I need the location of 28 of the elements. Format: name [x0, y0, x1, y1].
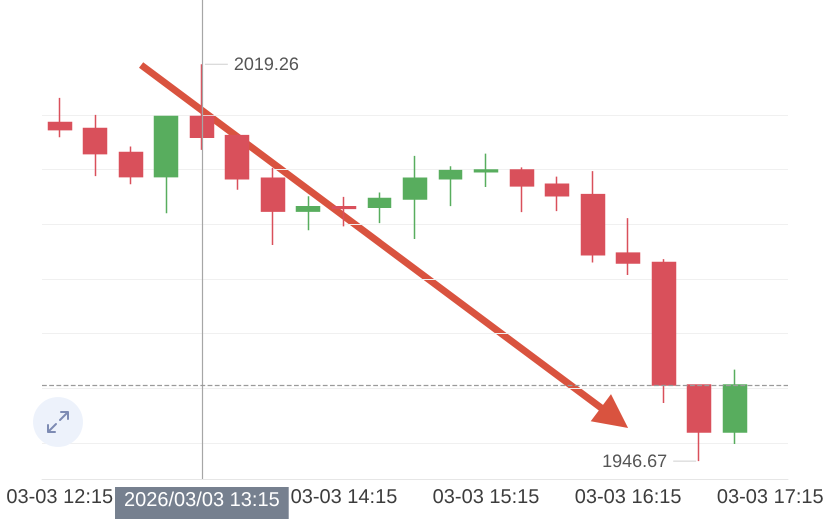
annotation: 1946.67 — [602, 451, 668, 472]
candlestick — [616, 217, 640, 276]
x-tick-label: 03-03 17:15 — [716, 486, 824, 508]
candlestick — [652, 258, 676, 404]
candlestick — [224, 133, 250, 190]
candlestick — [48, 97, 72, 138]
candlestick — [154, 116, 178, 214]
candlestick — [190, 63, 214, 151]
candlestick — [260, 167, 286, 246]
x-tick-label: 03-03 15:15 — [432, 486, 540, 508]
candlestick — [332, 196, 356, 228]
x-tick-label: 03-03 12:15 — [6, 486, 114, 508]
candlestick — [402, 155, 428, 240]
candlestick — [544, 176, 570, 212]
candlestick — [296, 196, 320, 231]
x-tick-label: 2026/03/03 13:15 — [124, 489, 280, 511]
candlestick — [722, 368, 748, 445]
x-tick-label: 03-03 14:15 — [290, 486, 398, 508]
candlestick — [474, 152, 498, 188]
candlestick — [82, 114, 108, 177]
candlestick — [118, 146, 144, 186]
candlestick — [368, 192, 392, 224]
candlestick — [438, 165, 462, 207]
candlestick — [510, 166, 534, 213]
x-tick-label: 03-03 16:15 — [574, 486, 682, 508]
annotation: 2019.26 — [234, 54, 299, 74]
candlestick — [686, 384, 712, 462]
candlestick — [580, 170, 606, 264]
